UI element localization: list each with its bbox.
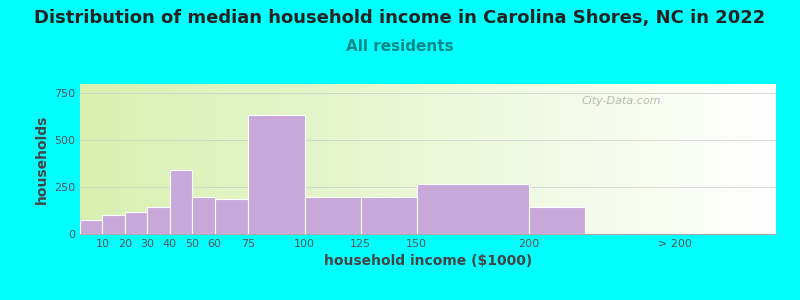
Bar xyxy=(214,199,248,234)
Bar xyxy=(248,115,305,234)
Text: City-Data.com: City-Data.com xyxy=(581,96,661,106)
Bar xyxy=(305,197,361,234)
Y-axis label: households: households xyxy=(34,114,49,204)
Bar xyxy=(147,207,170,234)
Bar xyxy=(102,215,125,234)
Bar xyxy=(125,212,147,234)
X-axis label: household income ($1000): household income ($1000) xyxy=(324,254,532,268)
Bar xyxy=(170,170,192,234)
Text: All residents: All residents xyxy=(346,39,454,54)
Bar xyxy=(80,220,102,234)
Bar xyxy=(192,196,214,234)
Text: Distribution of median household income in Carolina Shores, NC in 2022: Distribution of median household income … xyxy=(34,9,766,27)
Bar xyxy=(361,197,417,234)
Bar xyxy=(529,207,585,234)
Bar xyxy=(417,184,529,234)
